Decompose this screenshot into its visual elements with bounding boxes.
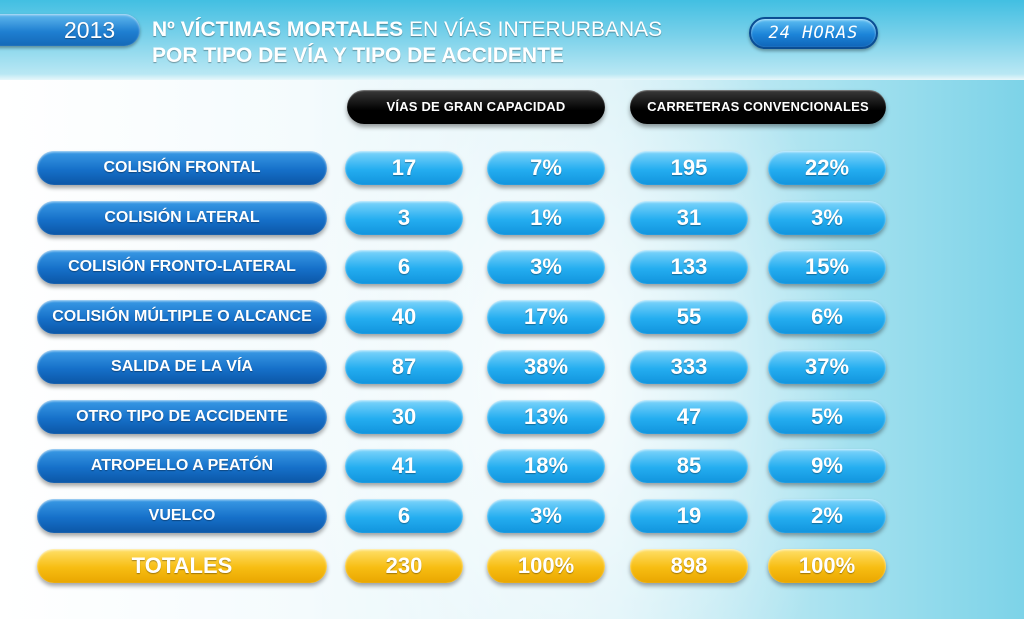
gran-capacidad-count: 6 [345,250,463,284]
totals-convencionales-percent: 100% [768,549,886,583]
row-label: OTRO TIPO DE ACCIDENTE [37,400,327,434]
convencionales-percent: 9% [768,449,886,483]
convencionales-count: 333 [630,350,748,384]
convencionales-percent: 15% [768,250,886,284]
gran-capacidad-count: 3 [345,201,463,235]
convencionales-count: 55 [630,300,748,334]
convencionales-percent: 37% [768,350,886,384]
row-label: COLISIÓN MÚLTIPLE O ALCANCE [37,300,327,334]
gran-capacidad-count: 40 [345,300,463,334]
gran-capacidad-count: 17 [345,151,463,185]
column-header-convencionales: CARRETERAS CONVENCIONALES [630,90,886,124]
brand-logo: 24 HORAS [749,17,878,49]
totals-gran-capacidad-count: 230 [345,549,463,583]
gran-capacidad-percent: 18% [487,449,605,483]
gran-capacidad-count: 41 [345,449,463,483]
title-line1-rest: EN VÍAS INTERURBANAS [403,18,663,41]
convencionales-count: 195 [630,151,748,185]
gran-capacidad-percent: 13% [487,400,605,434]
gran-capacidad-percent: 38% [487,350,605,384]
gran-capacidad-count: 87 [345,350,463,384]
row-label: ATROPELLO A PEATÓN [37,449,327,483]
column-header-gran-capacidad: VÍAS DE GRAN CAPACIDAD [347,90,605,124]
convencionales-percent: 3% [768,201,886,235]
convencionales-count: 31 [630,201,748,235]
convencionales-count: 85 [630,449,748,483]
page-title: Nº VÍCTIMAS MORTALES EN VÍAS INTERURBANA… [152,17,752,69]
gran-capacidad-percent: 17% [487,300,605,334]
convencionales-percent: 6% [768,300,886,334]
totals-row-label: TOTALES [37,549,327,583]
title-line2: POR TIPO DE VÍA Y TIPO DE ACCIDENTE [152,44,564,67]
gran-capacidad-count: 6 [345,499,463,533]
convencionales-count: 47 [630,400,748,434]
convencionales-count: 133 [630,250,748,284]
gran-capacidad-percent: 3% [487,499,605,533]
row-label: SALIDA DE LA VÍA [37,350,327,384]
convencionales-percent: 5% [768,400,886,434]
title-line1-bold: Nº VÍCTIMAS MORTALES [152,18,404,41]
row-label: COLISIÓN FRONTAL [37,151,327,185]
year-badge: 2013 [0,14,140,46]
row-label: VUELCO [37,499,327,533]
gran-capacidad-percent: 3% [487,250,605,284]
convencionales-percent: 22% [768,151,886,185]
totals-convencionales-count: 898 [630,549,748,583]
row-label: COLISIÓN LATERAL [37,201,327,235]
gran-capacidad-percent: 7% [487,151,605,185]
convencionales-percent: 2% [768,499,886,533]
convencionales-count: 19 [630,499,748,533]
row-label: COLISIÓN FRONTO-LATERAL [37,250,327,284]
gran-capacidad-count: 30 [345,400,463,434]
totals-gran-capacidad-percent: 100% [487,549,605,583]
gran-capacidad-percent: 1% [487,201,605,235]
